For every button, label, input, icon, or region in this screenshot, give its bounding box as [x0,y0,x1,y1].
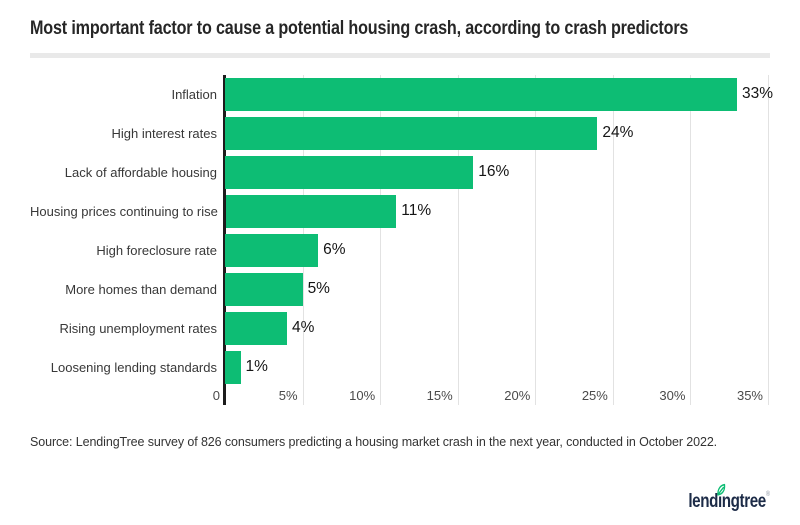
value-label: 1% [245,358,268,376]
category-label: More homes than demand [65,281,217,297]
value-label: 5% [307,280,330,298]
x-tick-label: 20% [504,387,531,403]
bar [225,272,303,306]
source-note: Source: LendingTree survey of 826 consum… [30,434,718,449]
bar [225,233,319,267]
bar-track: 16% [225,155,768,189]
chart-row: Loosening lending standards 1% [30,348,768,387]
bar [225,350,241,384]
gridline [612,74,614,405]
chart-row: Housing prices continuing to rise 11% [30,192,768,231]
chart-row: Rising unemployment rates 4% [30,309,768,348]
category-label: Housing prices continuing to rise [30,203,218,219]
x-tick-label: 35% [736,387,763,403]
category-label: Inflation [171,86,217,102]
chart-row: Inflation 33% [30,75,773,114]
value-label: 11% [401,202,432,220]
bar-track: 5% [225,272,768,306]
gridline [768,74,769,405]
bar-chart: Inflation 33% High interest rates 24% Lack o… [30,74,773,405]
lendingtree-logo: lendıngtree® [688,483,770,513]
x-tick-label: 10% [349,387,376,403]
y-axis-line [223,74,226,405]
bar [225,194,397,228]
category-label: High foreclosure rate [96,242,217,258]
value-label: 16% [478,163,510,181]
gridline [535,74,537,405]
category-label: Loosening lending standards [50,359,217,375]
bar-track: 4% [225,311,768,345]
x-axis: 0 5% 10% 15% 20% 25% 30% 35% [213,387,768,405]
title-divider [30,52,770,58]
chart-row: Lack of affordable housing 16% [30,153,768,192]
logo-registered-mark: ® [766,491,770,498]
x-tick-label: 15% [426,387,453,403]
bar [225,155,474,189]
value-label: 6% [323,241,346,259]
logo-text-pre: lend [688,491,719,512]
gridline [690,74,692,405]
chart-row: More homes than demand 5% [30,270,768,309]
leaf-icon [717,483,726,496]
value-label: 24% [602,124,634,142]
value-label: 33% [741,85,773,103]
chart-title: Most important factor to cause a potenti… [30,18,689,39]
chart-rows: Inflation 33% High interest rates 24% Lack o… [30,75,773,387]
x-tick-label: 30% [659,387,686,403]
bar-track: 1% [225,350,768,384]
bar [225,77,737,111]
x-tick-label: 25% [581,387,608,403]
category-label: High interest rates [111,125,218,141]
bar [225,311,288,345]
chart-row: High interest rates 24% [30,114,768,153]
bar-track: 11% [225,194,768,228]
bar-track: 33% [225,77,773,111]
bar-track: 6% [225,233,768,267]
value-label: 4% [292,319,315,337]
category-label: Rising unemployment rates [59,320,217,336]
logo-text-post: ıngtree [718,491,767,512]
x-tick-label: 5% [278,387,298,403]
gridline [457,74,459,405]
bar [225,116,598,150]
x-tick-label: 0 [212,387,220,403]
chart-row: High foreclosure rate 6% [30,231,768,270]
gridline [380,74,382,405]
category-label: Lack of affordable housing [64,164,217,180]
bar-track: 24% [225,116,768,150]
